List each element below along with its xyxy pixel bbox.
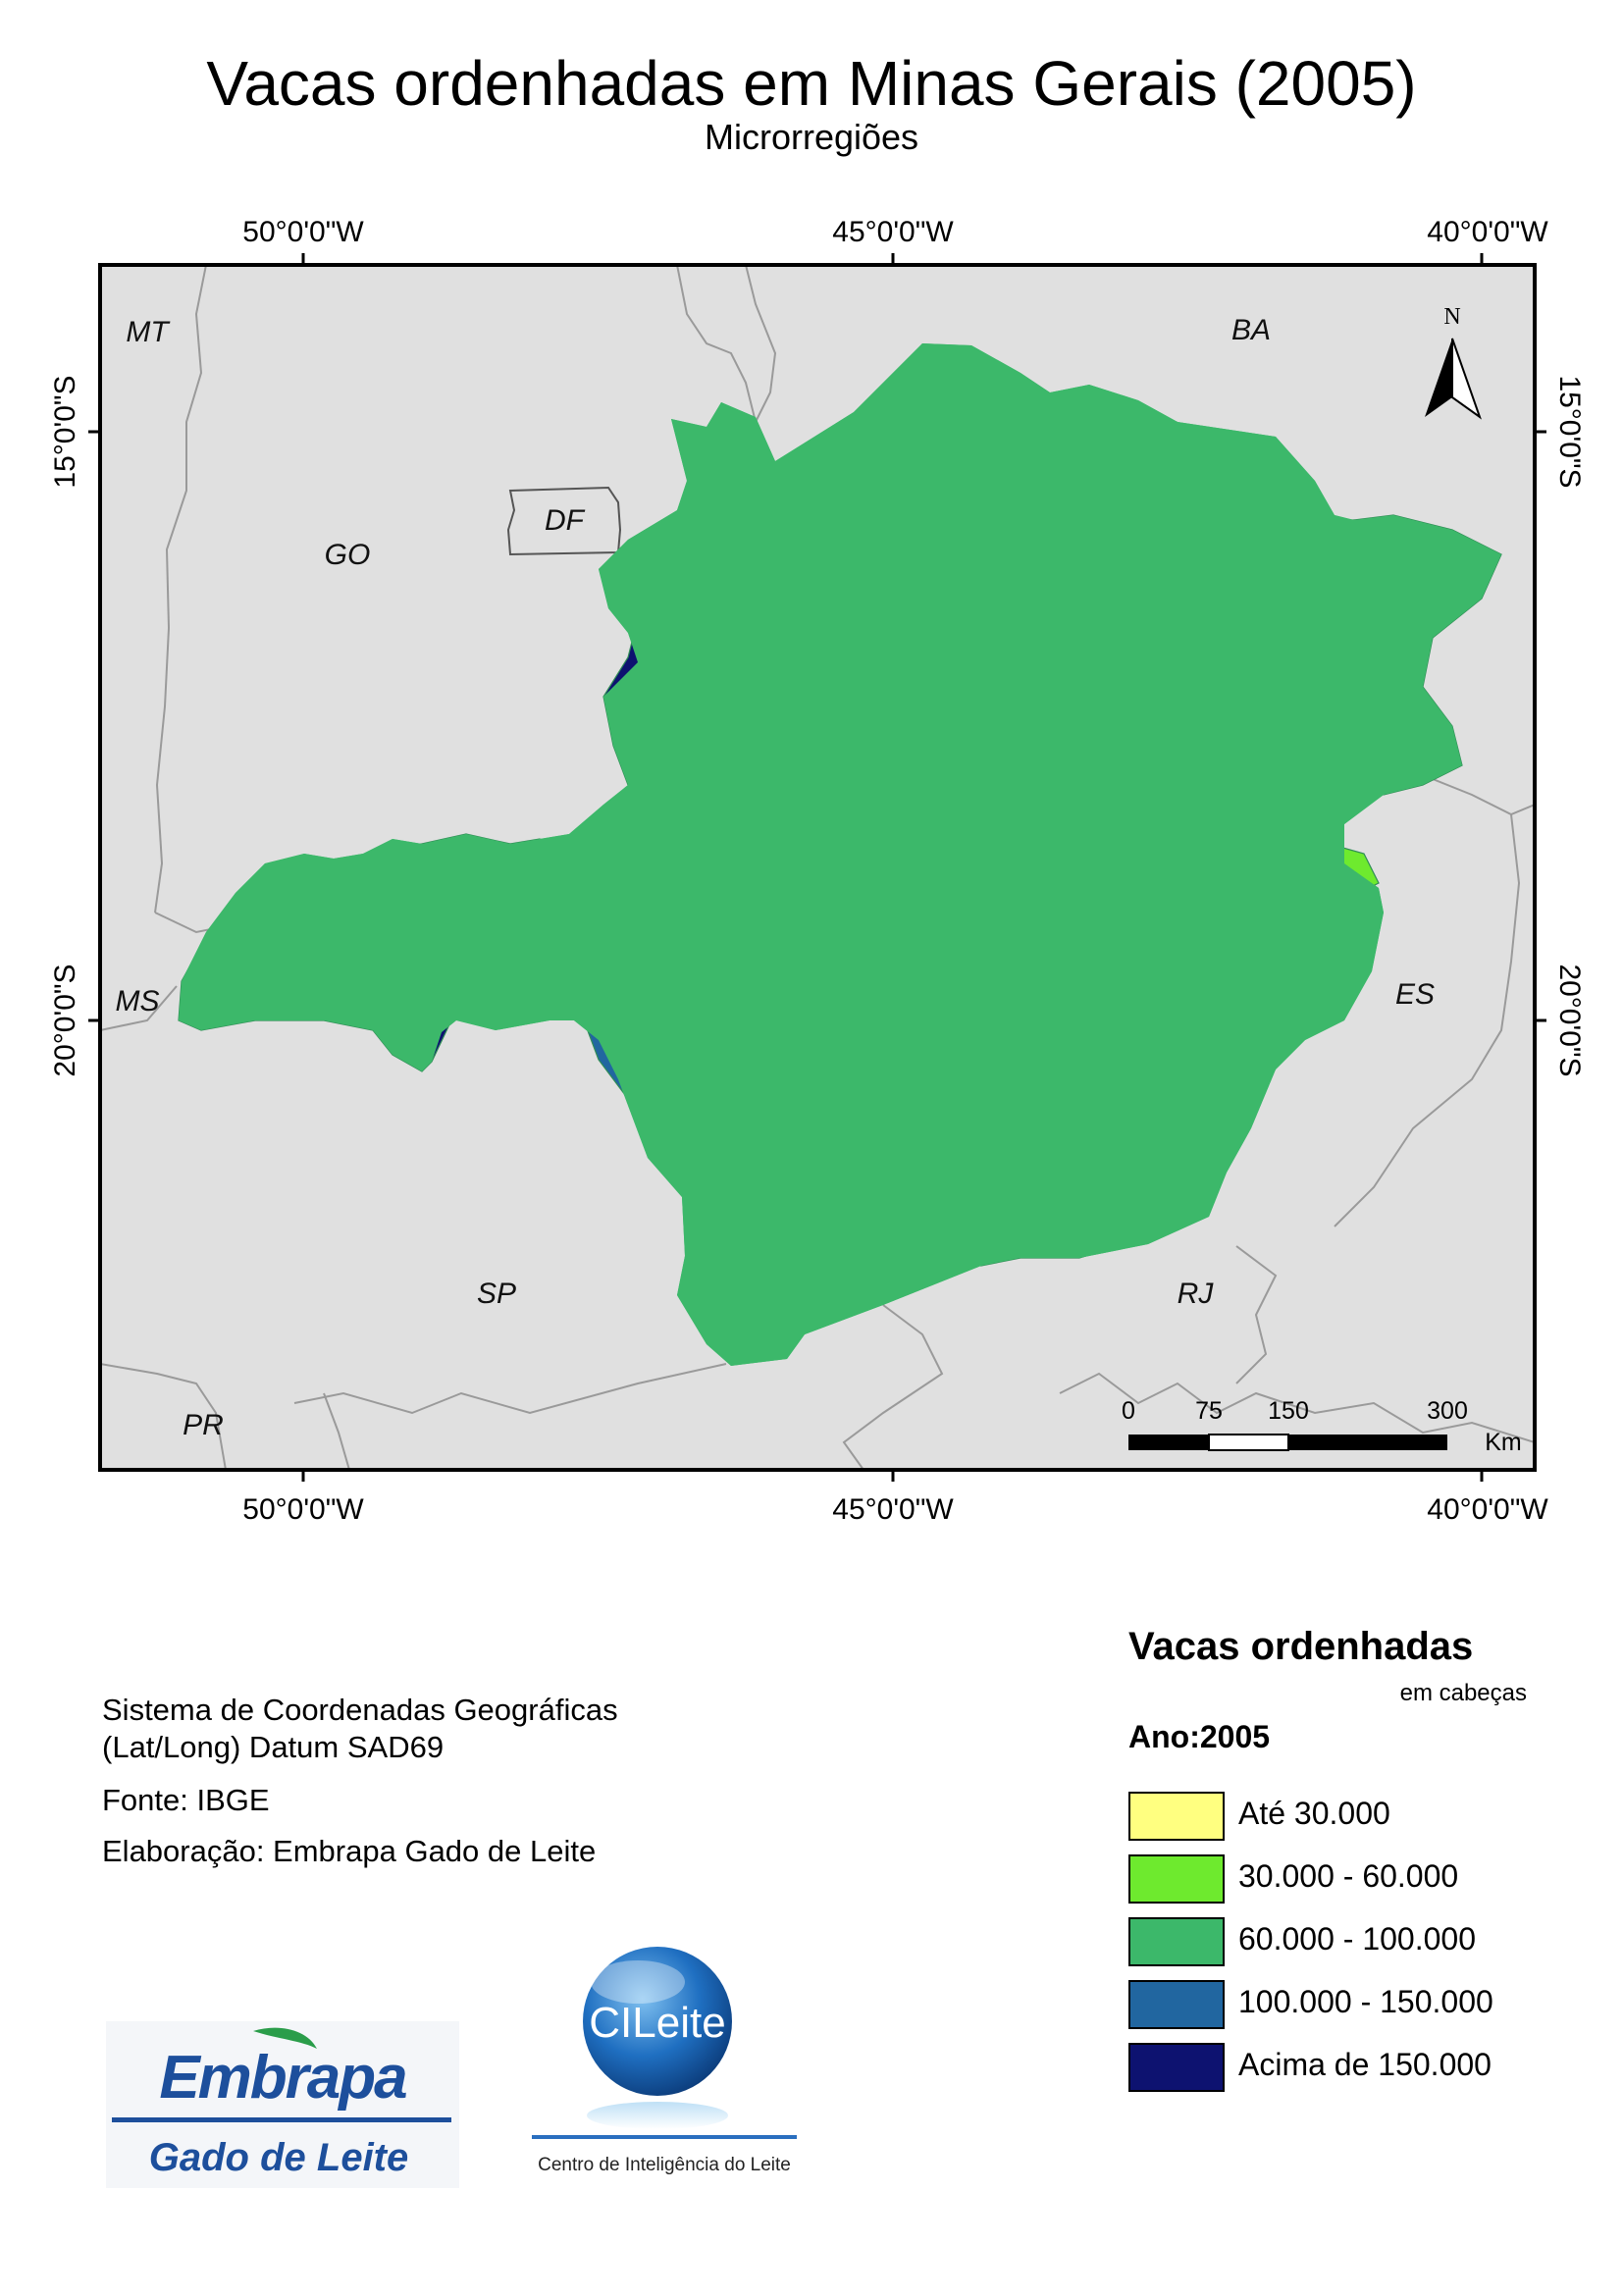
cileite-wordmark: CILeite xyxy=(589,1999,725,2047)
state-label-df: DF xyxy=(545,504,586,537)
graticule-ticks xyxy=(88,253,1546,1482)
state-label-mt: MT xyxy=(126,316,171,348)
state-borders xyxy=(100,265,1535,1470)
map-border xyxy=(98,263,1537,1472)
lat-label-15-left: 15°0'0"S xyxy=(49,375,81,488)
legend-swatch xyxy=(1128,1854,1225,1904)
lon-label-50-bottom: 50°0'0"W xyxy=(242,1493,364,1526)
embrapa-wordmark: Embrapa xyxy=(159,2044,406,2112)
map-title: Vacas ordenhadas em Minas Gerais (2005) xyxy=(206,48,1417,119)
legend-label: Acima de 150.000 xyxy=(1238,2047,1492,2082)
lon-label-45-top: 45°0'0"W xyxy=(832,216,954,248)
cileite-logo: CILeite Centro de Inteligência do Leite xyxy=(532,1947,797,2175)
state-label-es: ES xyxy=(1395,978,1435,1011)
scale-unit: Km xyxy=(1485,1429,1522,1456)
author-text: Elaboração: Embrapa Gado de Leite xyxy=(102,1834,597,1868)
lat-label-15-right: 15°0'0"S xyxy=(1553,375,1586,488)
north-arrow-label: N xyxy=(1443,304,1460,330)
crs-line-2: (Lat/Long) Datum SAD69 xyxy=(102,1730,445,1764)
legend-title: Vacas ordenhadas xyxy=(1128,1625,1474,1668)
scale-bar: 0 75 150 300 Km xyxy=(1122,1397,1522,1456)
legend-swatch xyxy=(1128,1980,1225,2029)
state-label-ms: MS xyxy=(116,985,160,1018)
north-arrow-icon: N xyxy=(1425,304,1482,420)
embrapa-subtitle: Gado de Leite xyxy=(149,2136,409,2179)
legend-label: 100.000 - 150.000 xyxy=(1238,1984,1493,2019)
state-label-ba: BA xyxy=(1231,314,1271,346)
lat-label-20-right: 20°0'0"S xyxy=(1553,964,1586,1076)
state-label-rj: RJ xyxy=(1178,1278,1215,1310)
state-label-go: GO xyxy=(325,539,371,571)
legend-label: 60.000 - 100.000 xyxy=(1238,1921,1476,1957)
lon-label-40-top: 40°0'0"W xyxy=(1427,216,1548,248)
scale-tick-150: 150 xyxy=(1268,1397,1309,1425)
cileite-subtitle: Centro de Inteligência do Leite xyxy=(538,2155,791,2175)
lat-label-20-left: 20°0'0"S xyxy=(49,964,81,1076)
lon-label-40-bottom: 40°0'0"W xyxy=(1427,1493,1548,1526)
scale-tick-75: 75 xyxy=(1195,1397,1223,1425)
legend-swatch xyxy=(1128,1792,1225,1841)
legend-swatch xyxy=(1128,1917,1225,1966)
crs-line-1: Sistema de Coordenadas Geográficas xyxy=(102,1693,618,1727)
scale-tick-0: 0 xyxy=(1122,1397,1135,1425)
lon-label-45-bottom: 45°0'0"W xyxy=(832,1493,954,1526)
state-label-sp: SP xyxy=(477,1278,516,1310)
embrapa-logo: Embrapa Gado de Leite xyxy=(106,2021,459,2188)
legend-label: Até 30.000 xyxy=(1238,1796,1390,1831)
legend-units: em cabeças xyxy=(1399,1680,1527,1706)
scale-tick-300: 300 xyxy=(1427,1397,1468,1425)
lon-label-50-top: 50°0'0"W xyxy=(242,216,364,248)
legend-year: Ano:2005 xyxy=(1128,1719,1271,1754)
state-label-pr: PR xyxy=(183,1409,224,1441)
map-frame: 50°0'0"W 45°0'0"W 40°0'0"W 50°0'0"W 45°0… xyxy=(49,216,1586,1526)
legend-swatch xyxy=(1128,2043,1225,2092)
source-text: Fonte: IBGE xyxy=(102,1783,270,1817)
legend-label: 30.000 - 60.000 xyxy=(1238,1858,1459,1894)
map-subtitle: Microrregiões xyxy=(704,117,919,157)
